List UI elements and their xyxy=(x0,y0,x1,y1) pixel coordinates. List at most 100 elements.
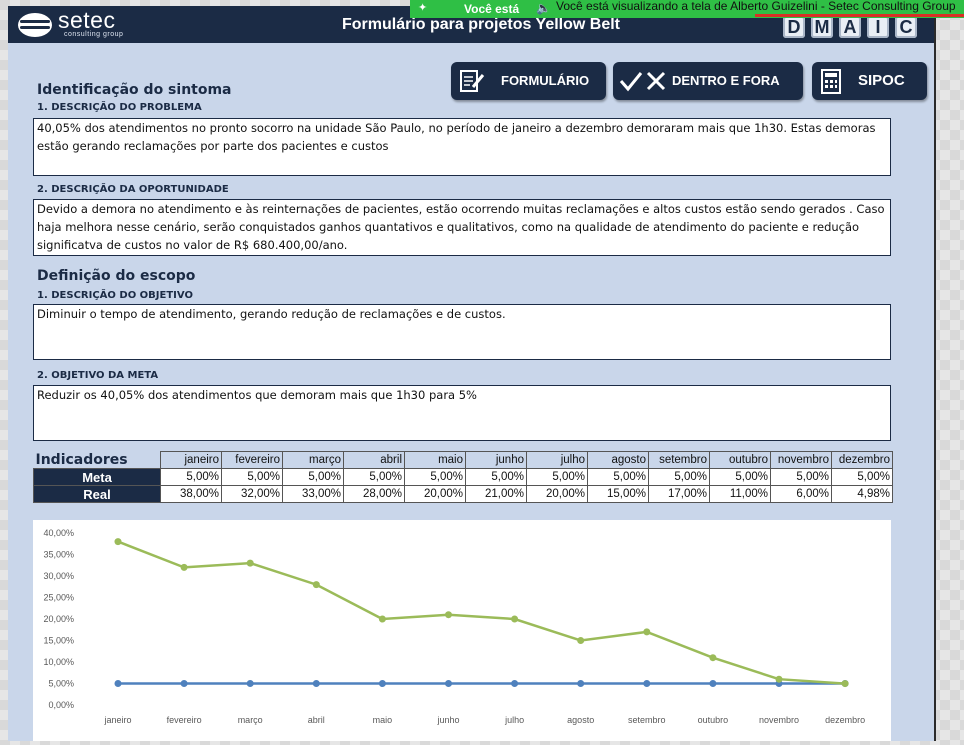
table-cell[interactable]: 5,00% xyxy=(404,468,466,486)
data-point-meta xyxy=(312,680,320,687)
data-point-real xyxy=(180,563,188,571)
table-cell[interactable]: 5,00% xyxy=(465,468,527,486)
table-cell[interactable]: 17,00% xyxy=(648,485,710,503)
logo-text: setec xyxy=(58,7,116,33)
form-edit-icon xyxy=(460,70,485,92)
table-cell[interactable]: 38,00% xyxy=(160,485,222,503)
table-cell[interactable]: 4,98% xyxy=(831,485,893,503)
month-header: outubro xyxy=(709,451,771,469)
table-cell[interactable]: 5,00% xyxy=(160,468,222,486)
sintoma-title: Identificação do sintoma xyxy=(37,82,232,98)
escopo-title: Definição do escopo xyxy=(37,268,196,284)
data-point-real xyxy=(775,675,783,683)
row-label: Meta xyxy=(33,468,161,486)
table-cell[interactable]: 21,00% xyxy=(465,485,527,503)
indicadores-table: Indicadores janeiro fevereiro março abri… xyxy=(33,451,893,503)
x-tick-label: novembro xyxy=(759,715,799,725)
table-cell[interactable]: 6,00% xyxy=(770,485,832,503)
y-tick-label: 30,00% xyxy=(43,571,74,581)
month-header: maio xyxy=(404,451,466,469)
dmaic-c-button[interactable]: C xyxy=(895,16,917,38)
share-icon: ✦ xyxy=(418,2,428,14)
table-cell[interactable]: 20,00% xyxy=(404,485,466,503)
x-tick-label: fevereiro xyxy=(167,715,202,725)
table-cell[interactable]: 20,00% xyxy=(526,485,588,503)
page-title: Formulário para projetos Yellow Belt xyxy=(342,16,620,33)
data-point-real xyxy=(114,538,122,546)
table-cell[interactable]: 5,00% xyxy=(709,468,771,486)
banner-left-label: Você está xyxy=(464,2,520,16)
dentro-fora-label: DENTRO E FORA xyxy=(672,73,780,88)
line-chart-svg: 0,00% 5,00% 10,00% 15,00% 20,00% 25,00% 30,00%… xyxy=(43,528,865,725)
speaker-icon: 🔈 xyxy=(536,1,551,15)
table-cell[interactable]: 5,00% xyxy=(282,468,344,486)
banner-accent xyxy=(755,14,964,17)
problema-field[interactable]: 40,05% dos atendimentos no pronto socorr… xyxy=(33,118,891,176)
table-cell[interactable]: 5,00% xyxy=(526,468,588,486)
table-cell[interactable]: 5,00% xyxy=(831,468,893,486)
y-tick-label: 20,00% xyxy=(43,614,74,624)
data-point-real xyxy=(709,654,717,662)
x-tick-label: setembro xyxy=(628,715,666,725)
dmaic-m-button[interactable]: M xyxy=(811,16,833,38)
table-cell[interactable]: 5,00% xyxy=(587,468,649,486)
objetivo-label: 1. DESCRIÇÃO DO OBJETIVO xyxy=(37,290,193,301)
table-cell[interactable]: 33,00% xyxy=(282,485,344,503)
dmaic-i-button[interactable]: I xyxy=(867,16,889,38)
data-point-meta xyxy=(246,680,254,687)
indicadores-title: Indicadores xyxy=(33,451,161,469)
table-cell[interactable]: 5,00% xyxy=(221,468,283,486)
logo-mark-icon xyxy=(18,13,52,37)
dmaic-d-button[interactable]: D xyxy=(783,16,805,38)
data-point-real xyxy=(246,559,254,567)
table-cell[interactable]: 32,00% xyxy=(221,485,283,503)
dmaic-nav: D M A I C xyxy=(783,16,917,38)
formulario-button[interactable]: FORMULÁRIO xyxy=(451,62,606,100)
oportunidade-field[interactable]: Devido a demora no atendimento e às rein… xyxy=(33,199,891,256)
y-tick-label: 5,00% xyxy=(48,679,74,689)
month-header: julho xyxy=(526,451,588,469)
x-tick-label: outubro xyxy=(698,715,729,725)
objetivo-field[interactable]: Diminuir o tempo de atendimento, gerando… xyxy=(33,304,891,360)
table-cell[interactable]: 11,00% xyxy=(709,485,771,503)
table-cell[interactable]: 28,00% xyxy=(343,485,405,503)
month-header: junho xyxy=(465,451,527,469)
x-tick-label: maio xyxy=(373,715,393,725)
data-point-real xyxy=(643,628,651,636)
month-header: março xyxy=(282,451,344,469)
data-point-meta xyxy=(445,680,452,687)
meta-field[interactable]: Reduzir os 40,05% dos atendimentos que d… xyxy=(33,385,891,441)
month-header: dezembro xyxy=(831,451,893,469)
sipoc-button[interactable]: SIPOC xyxy=(812,62,927,100)
y-tick-label: 25,00% xyxy=(43,593,74,603)
table-cell[interactable]: 5,00% xyxy=(343,468,405,486)
month-header: setembro xyxy=(648,451,710,469)
oportunidade-label: 2. DESCRIÇÃO DA OPORTUNIDADE xyxy=(37,184,229,195)
data-point-real xyxy=(841,680,849,688)
month-header: janeiro xyxy=(160,451,222,469)
x-tick-label: abril xyxy=(308,715,325,725)
dentro-fora-button[interactable]: DENTRO E FORA xyxy=(613,62,803,100)
formulario-label: FORMULÁRIO xyxy=(501,73,590,88)
table-cell[interactable]: 15,00% xyxy=(587,485,649,503)
problema-label: 1. DESCRIÇÃO DO PROBLEMA xyxy=(37,102,202,113)
data-point-real xyxy=(378,615,386,623)
y-tick-label: 10,00% xyxy=(43,657,74,667)
table-cell[interactable]: 5,00% xyxy=(770,468,832,486)
month-header: novembro xyxy=(770,451,832,469)
screen-share-banner: ✦ Você está 🔈 Você está visualizando a t… xyxy=(410,0,964,18)
x-tick-label: julho xyxy=(504,715,524,725)
table-cell[interactable]: 5,00% xyxy=(648,468,710,486)
data-point-meta xyxy=(709,680,717,687)
setec-logo: setec consulting group xyxy=(18,7,148,41)
logo-subtext: consulting group xyxy=(64,31,124,38)
x-tick-label: dezembro xyxy=(825,715,865,725)
data-point-meta xyxy=(378,680,386,687)
month-header: fevereiro xyxy=(221,451,283,469)
table-row-meta: Meta 5,00% 5,00% 5,00% 5,00% 5,00% 5,00%… xyxy=(33,468,893,486)
dmaic-a-button[interactable]: A xyxy=(839,16,861,38)
y-tick-label: 35,00% xyxy=(43,550,74,560)
sipoc-label: SIPOC xyxy=(858,72,905,89)
y-tick-label: 0,00% xyxy=(48,700,74,710)
calculator-icon xyxy=(821,69,841,94)
